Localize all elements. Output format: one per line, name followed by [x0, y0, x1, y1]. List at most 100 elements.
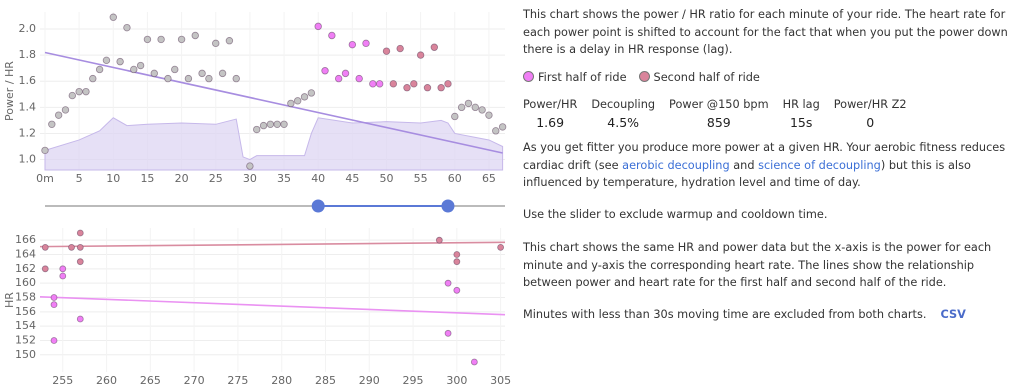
y-tick-label: 1.6: [19, 74, 37, 87]
point: [470, 358, 478, 366]
point: [95, 65, 104, 74]
y-tick-label: 2.0: [19, 22, 37, 35]
point: [416, 51, 425, 59]
point: [164, 74, 172, 83]
point: [76, 243, 84, 251]
x-tick-label: 55: [414, 172, 428, 185]
link[interactable]: science of decoupling: [758, 158, 881, 172]
stat-label: Decoupling: [591, 98, 656, 111]
text: As you get fitter you produce more power…: [523, 141, 1006, 172]
point: [369, 80, 377, 88]
y-tick-label: 1.2: [19, 126, 37, 139]
point: [375, 80, 384, 88]
point: [348, 40, 357, 49]
point: [280, 120, 288, 128]
point: [205, 74, 213, 83]
point: [266, 120, 275, 128]
point: [61, 106, 70, 114]
legend-label: Second half of ride: [653, 70, 760, 84]
x-tick-label: 275: [227, 374, 248, 387]
stat-label: Power @150 bpm: [669, 98, 769, 111]
point: [41, 146, 49, 155]
point: [430, 43, 439, 51]
point: [75, 87, 83, 96]
slider-handle[interactable]: [311, 199, 325, 213]
y-tick-label: 150: [15, 348, 36, 361]
x-tick-label: 10: [106, 172, 120, 185]
point: [321, 67, 329, 75]
y-tick-label: 154: [15, 319, 36, 332]
slider-handle[interactable]: [441, 199, 455, 213]
point: [273, 120, 281, 128]
stat-value: 859: [706, 114, 731, 130]
point: [59, 272, 67, 280]
point: [136, 61, 145, 70]
x-tick-label: 35: [277, 172, 291, 185]
point: [498, 123, 507, 131]
point: [225, 37, 234, 45]
point: [341, 69, 350, 78]
point: [76, 258, 84, 266]
point: [89, 74, 97, 83]
point: [453, 251, 461, 258]
x-tick-label: 60: [448, 172, 462, 185]
point: [177, 35, 186, 44]
point: [478, 106, 486, 114]
point: [300, 93, 309, 101]
point: [287, 99, 295, 108]
point: [485, 111, 493, 119]
point: [48, 120, 56, 128]
point: [171, 65, 179, 74]
point: [453, 258, 461, 266]
point: [41, 265, 49, 273]
x-tick-label: 260: [96, 374, 117, 387]
legend-item: Second half of ride: [638, 69, 760, 87]
point: [102, 56, 111, 65]
y-tick-label: 152: [15, 333, 36, 346]
point: [116, 57, 124, 66]
point: [307, 89, 316, 97]
stat: HR lag 15s: [783, 96, 820, 131]
y-tick-label: 156: [15, 305, 36, 318]
y-tick-label: 164: [15, 248, 36, 261]
point: [68, 91, 77, 100]
fit-line: [39, 295, 506, 316]
link[interactable]: aerobic decoupling: [622, 158, 730, 172]
stat: Power @150 bpm 859: [669, 96, 769, 131]
point: [451, 112, 459, 121]
x-tick-label: 295: [403, 374, 424, 387]
point: [59, 265, 67, 273]
point: [437, 84, 445, 92]
point: [259, 121, 268, 130]
x-tick-label: 280: [271, 374, 292, 387]
trend-line: [44, 51, 503, 154]
point: [492, 127, 500, 135]
x-tick-label: 30: [243, 172, 257, 185]
stat-label: HR lag: [782, 98, 820, 111]
text: and: [729, 158, 759, 172]
point: [218, 69, 227, 78]
point: [457, 103, 466, 112]
point: [54, 111, 63, 119]
x-tick-label: 270: [184, 374, 205, 387]
y-axis-title: HR: [3, 292, 16, 308]
point: [464, 99, 473, 108]
intro: This chart shows the power / HR ratio fo…: [523, 8, 1008, 56]
stat: Decoupling 4.5%: [591, 96, 655, 131]
point: [444, 80, 452, 88]
point: [314, 22, 322, 31]
point: [82, 87, 90, 96]
point: [68, 243, 75, 251]
point: [198, 69, 206, 78]
description: This chart shows the power / HR ratio fo…: [523, 6, 1019, 333]
x-tick-label: 300: [446, 374, 467, 387]
fitness-note: As you get fitter you produce more power…: [523, 139, 1019, 192]
csv-link[interactable]: CSV: [940, 307, 966, 321]
x-tick-label: 290: [359, 374, 380, 387]
y-tick-label: 158: [15, 290, 36, 303]
point: [143, 35, 152, 44]
stat-label: Power/HR Z2: [833, 98, 907, 111]
point: [444, 329, 452, 337]
point: [150, 69, 158, 78]
